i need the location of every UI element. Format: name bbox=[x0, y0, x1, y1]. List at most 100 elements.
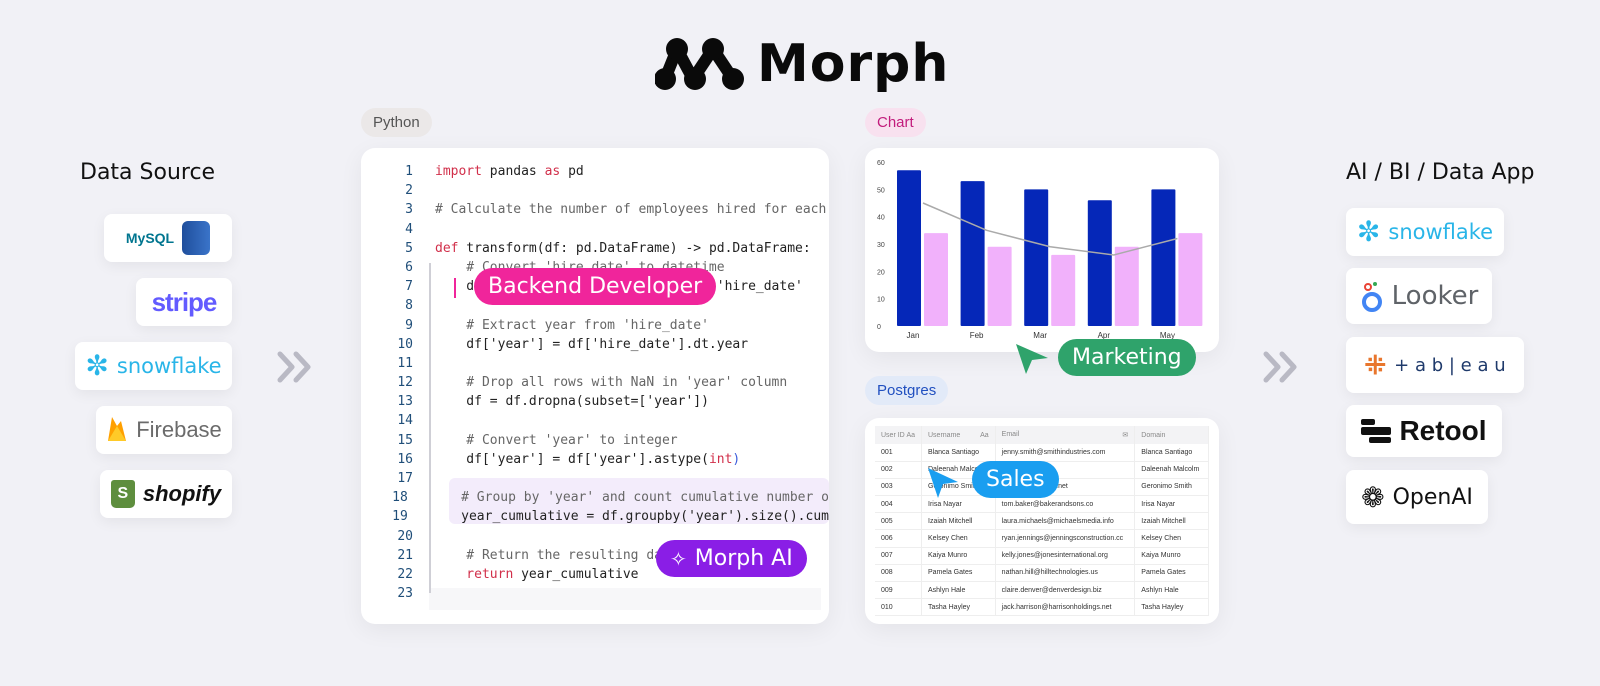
data-source-title: Data Source bbox=[80, 160, 216, 185]
looker-icon bbox=[1361, 282, 1382, 312]
table-cell: Daleenah Malcolm bbox=[1134, 461, 1209, 479]
table-row[interactable]: 007 Kaiya Munro kelly.jones@jonesinternati… bbox=[875, 547, 1209, 565]
table-cell: Kaiya Munro bbox=[921, 547, 996, 565]
sales-cursor-icon bbox=[928, 468, 958, 498]
col-email[interactable]: Email ✉ bbox=[995, 426, 1136, 444]
source-stripe[interactable]: stripe bbox=[136, 278, 232, 326]
table-cell: ryan.jennings@jenningsconstruction.cc bbox=[995, 529, 1136, 548]
table-cell: Blanca Santiago bbox=[921, 444, 996, 462]
table-row[interactable]: 008 Pamela Gates nathan.hill@hilltechnolog… bbox=[875, 564, 1209, 583]
postgres-table-panel[interactable]: User ID Aa Username Aa Email ✉ Domain 001 Bl… bbox=[865, 418, 1219, 624]
chart-bar bbox=[1087, 200, 1112, 326]
python-pill: Python bbox=[361, 108, 432, 137]
svg-text:40: 40 bbox=[877, 215, 885, 222]
table-cell: Blanca Santiago bbox=[1134, 444, 1209, 462]
code-editor[interactable]: 1 import pandas as pd 2 3 # Calculate the … bbox=[392, 164, 829, 602]
col-domain[interactable]: Domain bbox=[1134, 426, 1209, 444]
openai-icon: ❁ bbox=[1361, 481, 1385, 513]
source-mysql[interactable]: MySQL bbox=[104, 214, 232, 262]
chart-bar bbox=[1024, 189, 1049, 326]
python-code-panel[interactable]: 1 import pandas as pd 2 3 # Calculate the … bbox=[361, 148, 829, 624]
table-cell: 007 bbox=[875, 547, 922, 565]
table-cell: tom.baker@bakerandsons.co bbox=[995, 495, 1136, 514]
table-cell: Kelsey Chen bbox=[1134, 529, 1209, 548]
svg-text:Apr: Apr bbox=[1098, 331, 1111, 340]
chart-bar bbox=[1051, 254, 1076, 326]
aws-rds-icon bbox=[182, 221, 211, 255]
indent-guide bbox=[429, 263, 431, 593]
table-cell: Tasha Hayley bbox=[1134, 598, 1209, 617]
sparkle-icon: ✧ bbox=[670, 546, 687, 571]
table-cell: jenny.smith@smithindustries.com bbox=[995, 444, 1136, 462]
table-row[interactable]: 001 Blanca Santiago jenny.smith@smithindus… bbox=[875, 444, 1209, 462]
users-table: User ID Aa Username Aa Email ✉ Domain 001 Bl… bbox=[875, 426, 1209, 617]
table-row[interactable]: 004 Irisa Nayar tom.baker@bakerandsons.co I… bbox=[875, 495, 1209, 514]
output-tableau[interactable]: ⁜ + a b | e a u bbox=[1346, 337, 1524, 393]
table-row[interactable]: 005 Izaiah Mitchell laura.michaels@michael… bbox=[875, 512, 1209, 531]
table-cell: kelly.jones@jonesinternational.org bbox=[995, 547, 1136, 565]
table-row[interactable]: 006 Kelsey Chen ryan.jennings@jenningscons… bbox=[875, 529, 1209, 548]
mysql-logo: MySQL bbox=[125, 230, 175, 246]
col-username[interactable]: Username Aa bbox=[921, 426, 996, 444]
mail-icon: ✉ bbox=[1122, 432, 1129, 439]
svg-text:Mar: Mar bbox=[1033, 331, 1047, 340]
table-cell: 006 bbox=[875, 529, 922, 548]
output-retool[interactable]: Retool bbox=[1346, 405, 1502, 457]
svg-text:20: 20 bbox=[877, 269, 885, 276]
double-chevron-right-icon bbox=[1263, 351, 1297, 383]
retool-icon bbox=[1361, 419, 1392, 443]
morph-ai-tag: ✧ Morph AI bbox=[656, 540, 807, 577]
chart-panel[interactable]: 0 10 20 30 40 50 60 Jan Feb Mar Apr May bbox=[865, 148, 1219, 352]
table-cell: 010 bbox=[875, 598, 922, 617]
firebase-flame-icon bbox=[108, 417, 127, 441]
svg-text:50: 50 bbox=[877, 187, 885, 194]
output-openai[interactable]: ❁ OpenAI bbox=[1346, 470, 1488, 524]
table-cell: 009 bbox=[875, 581, 922, 600]
brand-name: Morph bbox=[757, 34, 950, 94]
table-row[interactable]: 010 Tasha Hayley jack.harrison@harrisonhol… bbox=[875, 598, 1209, 617]
bar-chart: 0 10 20 30 40 50 60 Jan Feb Mar Apr May bbox=[877, 160, 1203, 340]
table-cell: claire.denver@denverdesign.biz bbox=[995, 581, 1136, 600]
shopify-bag-icon: S bbox=[110, 480, 135, 508]
trend-line bbox=[922, 202, 1178, 256]
current-line-highlight bbox=[429, 588, 821, 610]
ai-highlight-block bbox=[449, 478, 829, 524]
svg-text:May: May bbox=[1160, 331, 1175, 340]
morph-molecule-logo-icon bbox=[655, 38, 744, 90]
table-cell: Ashlyn Hale bbox=[1134, 581, 1209, 600]
table-cell: Pamela Gates bbox=[1134, 564, 1209, 583]
table-cell: 004 bbox=[875, 495, 922, 514]
chart-bar bbox=[987, 246, 1012, 326]
firebase-logo-text: Firebase bbox=[136, 417, 222, 442]
double-chevron-right-icon bbox=[277, 351, 311, 383]
shopify-logo-text: shopify bbox=[142, 481, 222, 506]
chart-bar bbox=[1151, 189, 1176, 326]
table-cell: Kaiya Munro bbox=[1134, 547, 1209, 565]
outputs-title: AI / BI / Data App bbox=[1346, 160, 1535, 185]
chart-bar bbox=[1114, 246, 1139, 326]
source-firebase[interactable]: Firebase bbox=[96, 406, 232, 454]
table-cell: Izaiah Mitchell bbox=[1134, 512, 1209, 531]
table-cell: Irisa Nayar bbox=[921, 495, 996, 514]
table-cell: Irisa Nayar bbox=[1134, 495, 1209, 514]
output-looker[interactable]: Looker bbox=[1346, 268, 1492, 324]
table-cell: 008 bbox=[875, 564, 922, 583]
table-cell: 003 bbox=[875, 478, 922, 497]
chart-bar bbox=[960, 181, 985, 326]
table-cell: Ashlyn Hale bbox=[921, 581, 996, 600]
chart-pill: Chart bbox=[865, 108, 926, 137]
table-row[interactable]: 009 Ashlyn Hale claire.denver@denverdesign… bbox=[875, 581, 1209, 600]
table-cell: Geronimo Smith bbox=[1134, 478, 1209, 497]
col-user-id[interactable]: User ID Aa bbox=[875, 426, 922, 444]
svg-text:Jan: Jan bbox=[907, 331, 920, 340]
svg-text:Feb: Feb bbox=[970, 331, 984, 340]
output-snowflake[interactable]: ✼ snowflake bbox=[1346, 208, 1504, 256]
svg-text:30: 30 bbox=[877, 242, 885, 249]
source-snowflake[interactable]: ✼ snowflake bbox=[75, 342, 232, 390]
table-cell: Izaiah Mitchell bbox=[921, 512, 996, 531]
source-shopify[interactable]: S shopify bbox=[100, 470, 232, 518]
svg-text:10: 10 bbox=[877, 297, 885, 304]
table-cell: Kelsey Chen bbox=[921, 529, 996, 548]
table-cell: nathan.hill@hilltechnologies.us bbox=[995, 564, 1136, 583]
table-cell: 005 bbox=[875, 512, 922, 531]
